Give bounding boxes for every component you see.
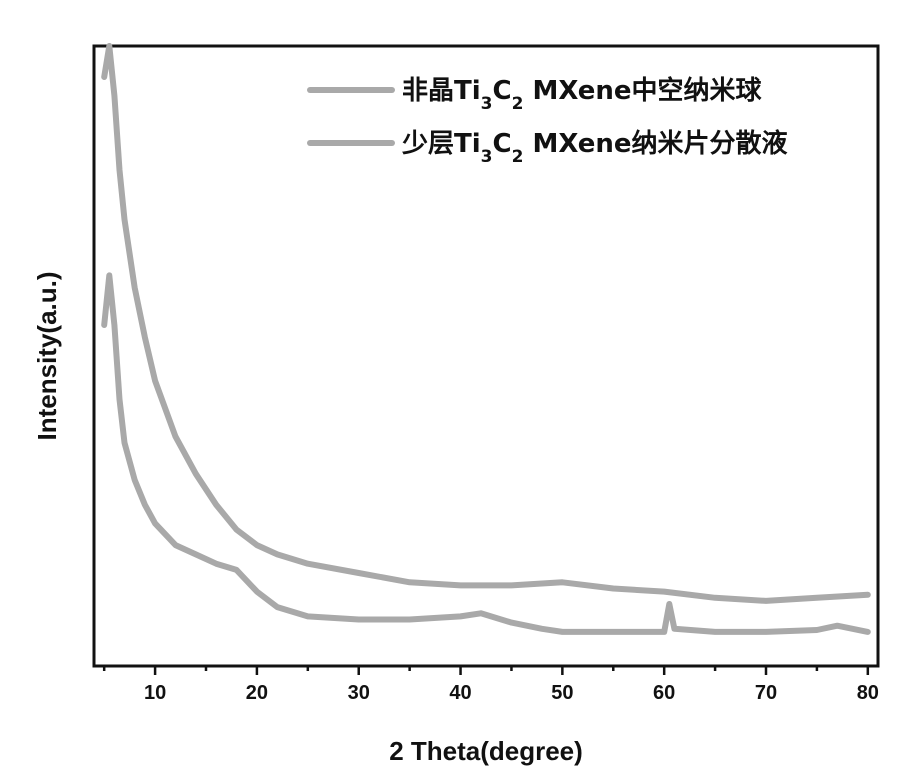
x-axis-ticks: 10 20 30 40 50 60 70 80 — [104, 666, 879, 704]
legend-label-1: 非晶Ti3C2 MXene中空纳米球 — [402, 75, 762, 114]
x-tick-label: 20 — [246, 682, 268, 704]
legend-label-2: 少层Ti3C2 MXene纳米片分散液 — [401, 128, 788, 167]
y-axis-title: Intensity(a.u.) — [32, 271, 62, 440]
x-tick-label: 30 — [348, 682, 370, 704]
x-tick-label: 80 — [857, 682, 879, 704]
x-tick-label: 70 — [755, 682, 777, 704]
x-tick-label: 50 — [551, 682, 573, 704]
x-axis-title: 2 Theta(degree) — [389, 736, 583, 766]
x-tick-label: 60 — [653, 682, 675, 704]
x-tick-label: 10 — [144, 682, 166, 704]
x-tick-label: 40 — [449, 682, 471, 704]
series-line-2 — [104, 275, 868, 632]
legend: 非晶Ti3C2 MXene中空纳米球少层Ti3C2 MXene纳米片分散液 — [310, 75, 788, 167]
